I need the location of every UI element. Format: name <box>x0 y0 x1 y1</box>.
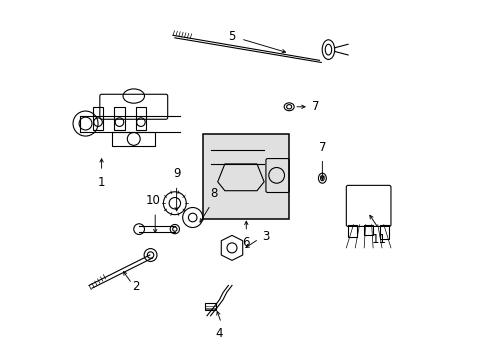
Text: 1: 1 <box>98 176 105 189</box>
Bar <box>114 107 124 130</box>
Text: 6: 6 <box>242 237 249 249</box>
Text: 11: 11 <box>371 233 386 246</box>
Bar <box>112 132 155 146</box>
Text: 4: 4 <box>215 327 222 340</box>
Bar <box>93 107 103 130</box>
Bar <box>380 225 388 239</box>
Text: 10: 10 <box>146 194 161 207</box>
Bar <box>205 303 216 310</box>
Bar <box>364 225 372 235</box>
Text: 2: 2 <box>132 280 139 293</box>
Text: 7: 7 <box>312 100 319 113</box>
Text: 9: 9 <box>173 167 180 180</box>
Text: 7: 7 <box>318 141 325 154</box>
Bar <box>347 225 356 237</box>
Bar <box>203 134 288 219</box>
Text: 3: 3 <box>262 230 269 243</box>
Text: 8: 8 <box>210 187 217 201</box>
Bar <box>135 107 146 130</box>
Text: 5: 5 <box>228 30 235 43</box>
